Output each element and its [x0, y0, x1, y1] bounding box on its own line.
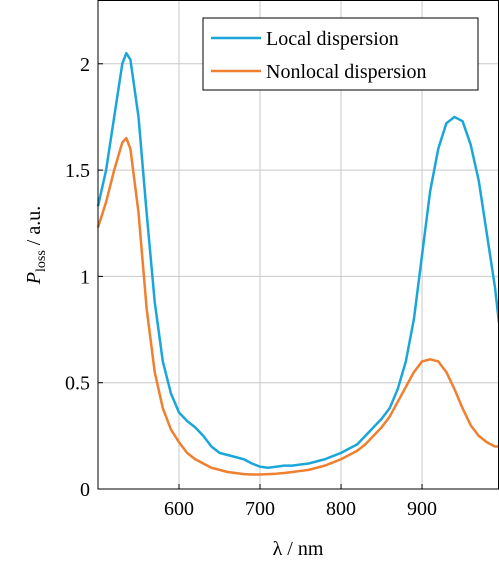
x-tick-label: 800 — [326, 498, 356, 520]
y-tick-label: 1 — [80, 266, 90, 288]
y-label-subscript: loss — [34, 250, 49, 272]
x-axis-label: λ / nm — [273, 538, 324, 560]
legend-label: Local dispersion — [266, 28, 399, 50]
x-tick-label: 700 — [245, 498, 275, 520]
y-tick-label: 0.5 — [65, 373, 90, 395]
y-tick-label: 2 — [80, 54, 90, 76]
y-tick-label: 0 — [80, 479, 90, 501]
x-tick-label: 900 — [407, 498, 437, 520]
y-tick-label: 1.5 — [65, 160, 90, 182]
y-label-symbol: P — [23, 272, 45, 285]
x-tick-label: 600 — [164, 498, 194, 520]
legend-label: Nonlocal dispersion — [266, 61, 427, 83]
legend: Local dispersion Nonlocal dispersion — [202, 17, 479, 91]
y-axis-label: Ploss / a.u. — [23, 206, 49, 285]
y-label-unit: / a.u. — [23, 206, 45, 245]
line-series — [96, 51, 499, 469]
line-series — [96, 136, 499, 476]
legend-box — [202, 17, 479, 91]
